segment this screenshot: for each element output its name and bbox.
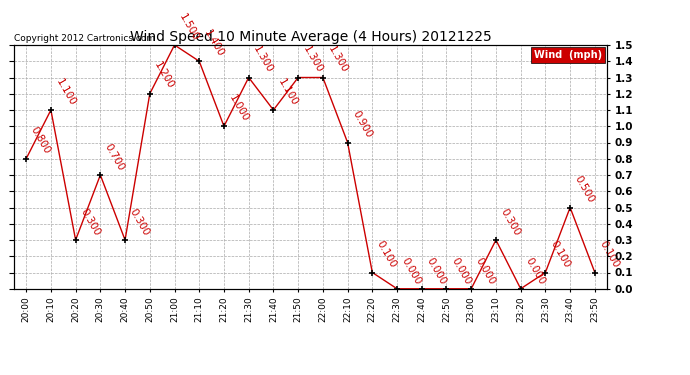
Text: 0.300: 0.300 [128,207,151,237]
Text: 0.100: 0.100 [375,239,399,270]
Text: 1.000: 1.000 [227,93,250,123]
Text: 0.500: 0.500 [573,174,596,205]
Text: 1.300: 1.300 [251,44,275,75]
Text: 1.500: 1.500 [177,12,201,42]
Text: 0.000: 0.000 [524,255,546,286]
Text: 1.400: 1.400 [202,28,226,58]
Text: 1.100: 1.100 [276,76,299,107]
Text: 0.300: 0.300 [499,207,522,237]
Text: 0.700: 0.700 [103,142,126,172]
Text: 1.300: 1.300 [301,44,324,75]
Text: 1.100: 1.100 [54,76,77,107]
Text: 0.000: 0.000 [400,255,423,286]
Text: 0.900: 0.900 [351,109,374,140]
Title: Wind Speed 10 Minute Average (4 Hours) 20121225: Wind Speed 10 Minute Average (4 Hours) 2… [130,30,491,44]
Text: 0.100: 0.100 [548,239,571,270]
Text: 0.300: 0.300 [79,207,102,237]
Text: 0.000: 0.000 [474,255,497,286]
Text: 0.800: 0.800 [29,125,52,156]
Text: 0.000: 0.000 [449,255,473,286]
Text: Copyright 2012 Cartronics.com: Copyright 2012 Cartronics.com [14,34,155,43]
Text: 1.200: 1.200 [152,60,176,91]
Text: 0.100: 0.100 [598,239,621,270]
Text: 0.000: 0.000 [424,255,448,286]
Text: 1.300: 1.300 [326,44,349,75]
